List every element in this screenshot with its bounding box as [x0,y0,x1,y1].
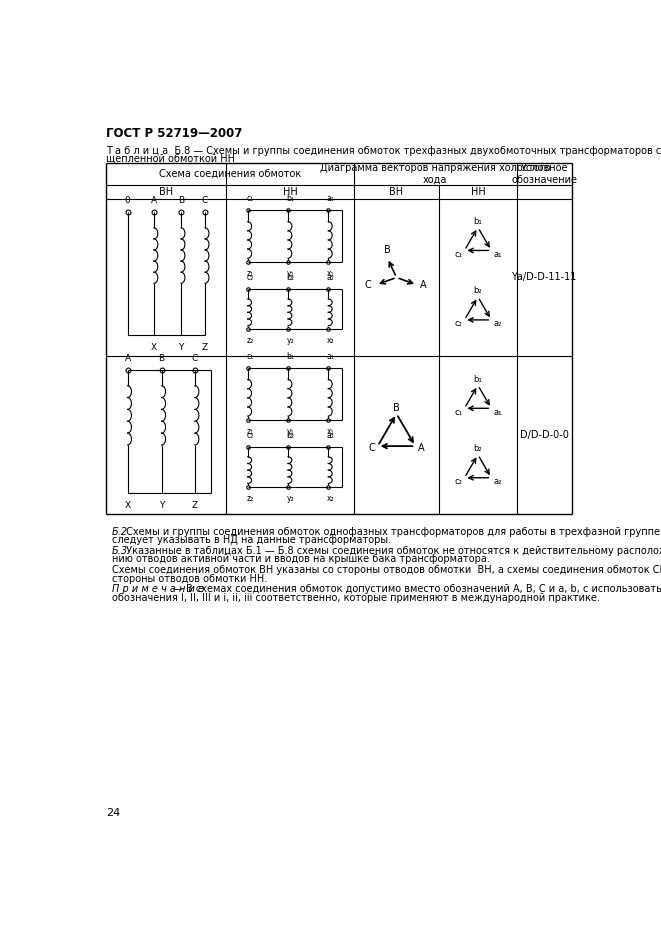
Text: НН: НН [471,186,485,197]
Text: c₂: c₂ [247,273,254,282]
Text: A: A [151,197,157,206]
Text: Указанные в таблицах Б.1 — Б.8 схемы соединения обмоток не относятся к действите: Указанные в таблицах Б.1 — Б.8 схемы сое… [123,546,661,556]
Text: Z: Z [192,501,198,509]
Text: C: C [365,280,371,290]
Text: c₁: c₁ [454,250,462,259]
Text: НН: НН [282,186,297,197]
Text: Y: Y [159,501,165,509]
Text: ВН: ВН [389,186,404,197]
Text: Z: Z [202,343,208,352]
Text: Yа/D-D-11-11: Yа/D-D-11-11 [512,272,577,283]
Text: ВН: ВН [159,186,173,197]
Text: y₂: y₂ [286,494,294,504]
Text: X: X [124,501,131,509]
Text: c₁: c₁ [454,408,462,417]
Text: c₁: c₁ [247,194,254,203]
Text: Диаграмма векторов напряжения холостого
хода: Диаграмма векторов напряжения холостого … [320,163,551,185]
Text: A: A [420,280,426,290]
Text: a₁: a₁ [493,250,502,259]
Text: a₂: a₂ [493,319,502,329]
Text: x₂: x₂ [327,336,334,345]
Text: b₂: b₂ [473,286,482,295]
Text: a₁: a₁ [327,194,334,203]
Text: ГОСТ Р 52719—2007: ГОСТ Р 52719—2007 [106,127,242,140]
Text: b₂: b₂ [286,431,294,440]
Text: B: B [384,245,391,256]
Text: x₁: x₁ [327,427,334,436]
Text: x₂: x₂ [327,494,334,504]
Text: C: C [192,355,198,363]
Text: X: X [151,343,157,352]
Text: y₁: y₁ [287,269,294,278]
Text: a₂: a₂ [327,273,334,282]
Text: Схемы и группы соединения обмоток однофазных трансформаторов для работы в трехфа: Схемы и группы соединения обмоток однофа… [123,527,660,536]
Text: П р и м е ч а н и е: П р и м е ч а н и е [112,584,204,594]
Text: b₁: b₁ [473,374,483,384]
Text: стороны отводов обмотки НН.: стороны отводов обмотки НН. [112,574,267,583]
Text: 0: 0 [125,197,130,206]
Text: c₂: c₂ [454,477,462,486]
Text: x₁: x₁ [327,269,334,278]
Text: Т а б л и ц а  Б.8 — Схемы и группы соединения обмоток трехфазных двухобмоточных: Т а б л и ц а Б.8 — Схемы и группы соеди… [106,146,661,156]
Text: y₂: y₂ [286,336,294,345]
Text: z₁: z₁ [247,269,254,278]
Text: B: B [159,355,165,363]
Text: b₂: b₂ [473,444,482,453]
Text: z₂: z₂ [247,336,254,345]
Text: z₁: z₁ [247,427,254,436]
Text: z₂: z₂ [247,494,254,504]
Text: Б.3: Б.3 [112,546,128,556]
Text: A: A [124,355,131,363]
Text: b₂: b₂ [286,273,294,282]
Text: b₁: b₁ [473,217,483,226]
Text: A: A [418,444,425,453]
Text: щепленной обмоткой НН: щепленной обмоткой НН [106,154,235,164]
Text: 24: 24 [106,808,120,818]
Text: D/D-D-0-0: D/D-D-0-0 [520,431,568,440]
Text: следует указывать в НД на данные трансформаторы.: следует указывать в НД на данные трансфо… [112,535,391,545]
Text: c₁: c₁ [247,352,254,361]
Text: Б.2: Б.2 [112,527,128,536]
Text: a₂: a₂ [327,431,334,440]
Text: Условное
обозначение: Условное обозначение [511,163,577,185]
Text: B: B [178,197,184,206]
Text: Схема соединения обмоток: Схема соединения обмоток [159,168,301,179]
Text: обозначения I, II, III и i, ii, iii соответственно, которые применяют в междунар: обозначения I, II, III и i, ii, iii соот… [112,592,600,603]
Text: c₂: c₂ [454,319,462,329]
Text: C: C [202,197,208,206]
Text: C: C [368,444,375,453]
Text: нию отводов активной части и вводов на крышке бака трансформатора.: нию отводов активной части и вводов на к… [112,554,490,564]
Text: B: B [393,402,400,413]
Text: b₁: b₁ [286,194,294,203]
Text: — В схемах соединения обмоток допустимо вместо обозначений A, B, C и a, b, c исп: — В схемах соединения обмоток допустимо … [170,584,661,594]
Text: Y: Y [178,343,184,352]
Text: a₁: a₁ [327,352,334,361]
Text: a₁: a₁ [493,408,502,417]
Text: y₁: y₁ [287,427,294,436]
Text: a₂: a₂ [493,477,502,486]
Text: Схемы соединения обмоток ВН указаны со стороны отводов обмотки  ВН, а схемы соед: Схемы соединения обмоток ВН указаны со с… [112,565,661,575]
Text: b₁: b₁ [286,352,294,361]
Text: c₂: c₂ [247,431,254,440]
